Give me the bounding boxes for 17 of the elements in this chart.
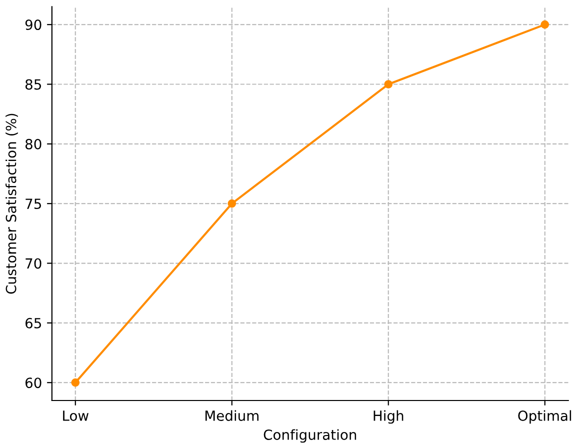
point (228, 199, 236, 208)
y-tick-label: 65 (26, 318, 41, 328)
y-tick-label: 75 (26, 198, 41, 210)
y-tick-label: 70 (26, 258, 42, 269)
y-tick-label: 80 (25, 138, 42, 150)
point (540, 20, 550, 29)
x-tick-label: High (374, 410, 404, 424)
x-tick-label: Medium (205, 410, 258, 421)
y-tick-label: 60 (26, 378, 42, 388)
y-tick-label: 90 (25, 20, 42, 30)
x-tick-label: Low (63, 410, 88, 421)
x-tick-label: Optimal (518, 410, 572, 424)
y-tick-label: 85 (25, 79, 41, 90)
y-axis-title: Customer Satisfaction (%) (6, 114, 18, 294)
point (384, 80, 393, 88)
x-axis-title: Configuration (264, 429, 356, 443)
point (71, 378, 80, 387)
